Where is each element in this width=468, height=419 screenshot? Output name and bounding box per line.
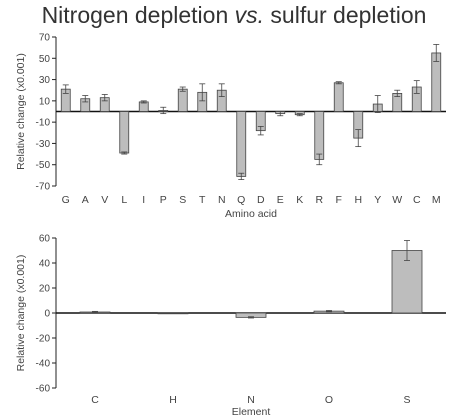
- y-axis-title-1: Relative change (x0.001): [15, 53, 27, 170]
- x-tick-label-S: S: [403, 394, 410, 406]
- bar-S: [391, 250, 423, 314]
- x-tick-label-G: G: [62, 194, 70, 206]
- bar-Q: [236, 111, 247, 177]
- x-axis-title-1: Amino acid: [225, 208, 277, 220]
- x-tick-label-P: P: [160, 194, 167, 206]
- y-tick-label: 30: [39, 75, 51, 86]
- x-tick-label-L: L: [121, 194, 127, 206]
- x-tick-label-D: D: [257, 194, 265, 206]
- x-axis-title-2: Element: [232, 406, 271, 418]
- bar-L: [119, 111, 130, 154]
- x-tick-label-Y: Y: [374, 194, 381, 206]
- x-tick-label-C: C: [413, 194, 421, 206]
- chart-title: Nitrogen depletion vs. sulfur depletion: [41, 2, 427, 28]
- x-tick-label-W: W: [392, 194, 402, 206]
- y-tick-label: 20: [39, 284, 51, 295]
- bar-S: [177, 88, 188, 112]
- y-tick-label: -40: [36, 359, 51, 370]
- x-tick-label-N: N: [218, 194, 226, 206]
- x-tick-label-M: M: [432, 194, 441, 206]
- bar-R: [314, 111, 325, 160]
- y-tick-label: 40: [39, 259, 51, 270]
- y-tick-label: -30: [36, 139, 51, 150]
- x-tick-label-K: K: [296, 194, 303, 206]
- bar-H: [157, 312, 189, 315]
- x-tick-label-V: V: [101, 194, 108, 206]
- y-tick-label: -60: [36, 384, 51, 395]
- x-tick-label-Q: Q: [237, 194, 245, 206]
- y-tick-label: 50: [39, 54, 51, 65]
- x-tick-label-H: H: [169, 394, 177, 406]
- x-tick-label-I: I: [142, 194, 145, 206]
- x-tick-label-S: S: [179, 194, 186, 206]
- y-tick-label: 0: [44, 309, 50, 320]
- y-tick-label: -20: [36, 334, 51, 345]
- x-tick-label-H: H: [354, 194, 362, 206]
- x-tick-label-E: E: [277, 194, 284, 206]
- y-tick-label: 70: [39, 33, 51, 44]
- y-tick-label: 10: [39, 96, 51, 107]
- x-tick-label-R: R: [315, 194, 323, 206]
- bar-F: [333, 82, 344, 112]
- x-tick-label-T: T: [199, 194, 206, 206]
- x-tick-label-F: F: [336, 194, 342, 206]
- y-tick-label: -10: [36, 118, 51, 129]
- x-tick-label-O: O: [325, 394, 333, 406]
- x-tick-label-C: C: [91, 394, 99, 406]
- y-tick-label: -50: [36, 160, 51, 171]
- y-axis-title-2: Relative change (x0.001): [15, 255, 27, 372]
- y-tick-label: 60: [39, 234, 51, 245]
- x-tick-label-A: A: [82, 194, 89, 206]
- y-tick-label: -70: [36, 182, 51, 193]
- x-tick-label-N: N: [247, 394, 255, 406]
